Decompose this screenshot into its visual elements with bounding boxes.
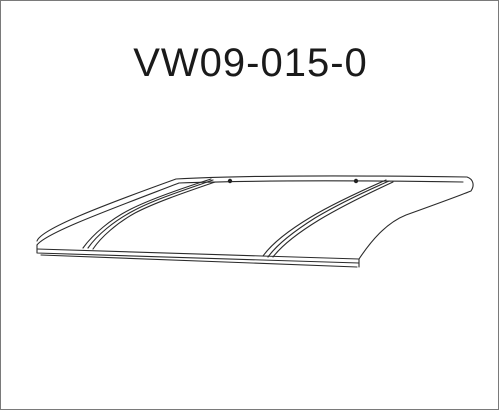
left-stripe-outer — [82, 178, 212, 249]
hood-front-edge-2 — [36, 248, 360, 260]
hood-top-edge — [36, 175, 474, 260]
mount-hole-left — [227, 178, 233, 184]
right-stripe-line — [267, 180, 390, 258]
mount-hole-right — [353, 178, 359, 184]
hood-top-inner-edge — [36, 180, 464, 246]
right-stripe-inner — [272, 181, 394, 258]
left-stripe-inner — [92, 181, 216, 250]
hood-front-edge-3 — [40, 254, 358, 268]
hood-front-edge-1 — [36, 244, 360, 264]
left-stripe-line — [87, 179, 214, 249]
part-number-title: VW09-015-0 — [133, 41, 368, 85]
right-stripe-outer — [262, 179, 387, 257]
